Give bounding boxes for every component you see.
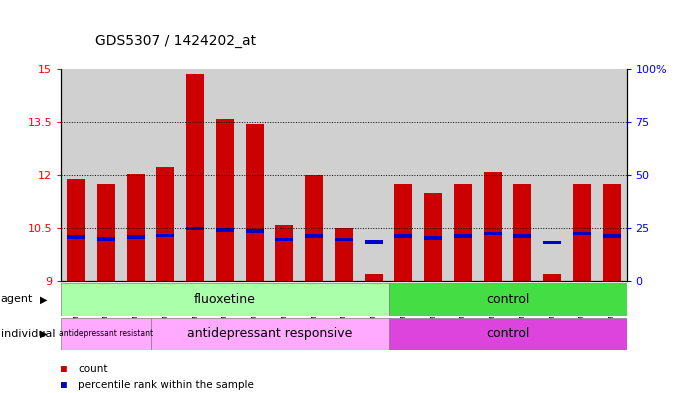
Text: control: control xyxy=(486,327,529,340)
Bar xyxy=(424,193,442,281)
Bar xyxy=(127,235,144,239)
Bar xyxy=(424,236,442,240)
Bar xyxy=(394,184,412,281)
Bar xyxy=(478,69,507,281)
Bar xyxy=(365,274,383,281)
Bar xyxy=(573,232,591,235)
Bar xyxy=(299,69,329,281)
Bar xyxy=(97,237,115,241)
Bar xyxy=(246,124,264,281)
Bar xyxy=(270,69,299,281)
Bar xyxy=(513,234,531,238)
Bar xyxy=(67,235,85,239)
Text: percentile rank within the sample: percentile rank within the sample xyxy=(78,380,254,390)
Bar xyxy=(484,232,502,235)
Bar xyxy=(448,69,478,281)
Bar xyxy=(389,69,418,281)
Bar xyxy=(603,234,620,238)
Bar xyxy=(567,69,597,281)
Bar xyxy=(180,69,210,281)
Bar xyxy=(513,184,531,281)
Bar xyxy=(389,318,627,350)
Bar xyxy=(359,69,389,281)
Bar xyxy=(573,184,591,281)
Bar xyxy=(454,234,472,238)
Bar xyxy=(157,233,174,237)
Bar xyxy=(216,228,234,232)
Bar xyxy=(305,175,323,281)
Bar xyxy=(543,241,561,244)
Bar xyxy=(537,69,567,281)
Text: fluoxetine: fluoxetine xyxy=(194,293,256,306)
Text: GDS5307 / 1424202_at: GDS5307 / 1424202_at xyxy=(95,33,257,48)
Bar xyxy=(597,69,627,281)
Bar xyxy=(121,69,151,281)
Bar xyxy=(543,274,561,281)
Bar xyxy=(389,283,627,316)
Bar xyxy=(454,184,472,281)
Text: ■: ■ xyxy=(61,364,67,375)
Bar xyxy=(157,167,174,281)
Bar xyxy=(329,69,359,281)
Bar xyxy=(97,184,115,281)
Bar xyxy=(151,318,389,350)
Text: individual: individual xyxy=(1,329,55,339)
Text: ▶: ▶ xyxy=(39,294,47,305)
Bar xyxy=(91,69,121,281)
Bar xyxy=(365,240,383,244)
Bar xyxy=(418,69,448,281)
Bar xyxy=(484,172,502,281)
Bar xyxy=(61,69,91,281)
Text: ▶: ▶ xyxy=(39,329,47,339)
Bar xyxy=(305,234,323,238)
Bar xyxy=(240,69,270,281)
Bar xyxy=(276,225,294,281)
Bar xyxy=(127,173,144,281)
Bar xyxy=(151,69,180,281)
Text: control: control xyxy=(486,293,529,306)
Text: antidepressant responsive: antidepressant responsive xyxy=(187,327,352,340)
Bar xyxy=(246,229,264,233)
Bar xyxy=(216,119,234,281)
Bar xyxy=(507,69,537,281)
Text: ■: ■ xyxy=(61,380,67,390)
Bar xyxy=(335,238,353,241)
Text: antidepressant resistant: antidepressant resistant xyxy=(59,329,153,338)
Bar xyxy=(61,283,389,316)
Bar xyxy=(210,69,240,281)
Bar xyxy=(335,228,353,281)
Bar xyxy=(61,318,151,350)
Text: count: count xyxy=(78,364,108,375)
Bar xyxy=(394,234,412,238)
Bar xyxy=(276,238,294,241)
Text: agent: agent xyxy=(1,294,33,305)
Bar xyxy=(67,179,85,281)
Bar xyxy=(603,184,620,281)
Bar xyxy=(186,226,204,230)
Bar xyxy=(186,74,204,281)
